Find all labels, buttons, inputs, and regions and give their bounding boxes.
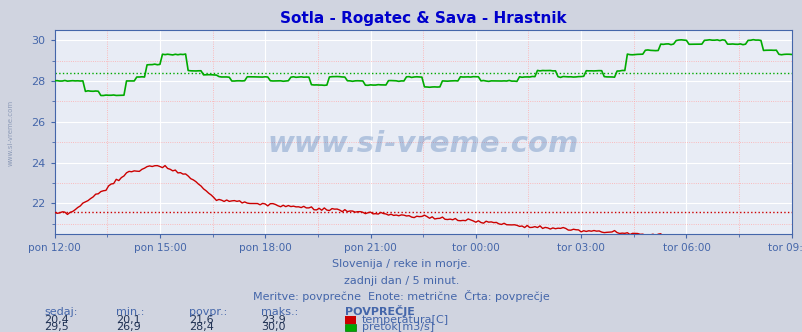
Text: Meritve: povprečne  Enote: metrične  Črta: povprečje: Meritve: povprečne Enote: metrične Črta:… — [253, 290, 549, 302]
Text: 29,5: 29,5 — [44, 322, 69, 332]
Text: maks.:: maks.: — [261, 307, 298, 317]
Text: 20,1: 20,1 — [116, 315, 141, 325]
Text: POVPREČJE: POVPREČJE — [345, 305, 415, 317]
Text: zadnji dan / 5 minut.: zadnji dan / 5 minut. — [343, 276, 459, 286]
Text: www.si-vreme.com: www.si-vreme.com — [267, 130, 578, 158]
Text: Slovenija / reke in morje.: Slovenija / reke in morje. — [332, 259, 470, 269]
Text: 20,4: 20,4 — [44, 315, 69, 325]
Text: sedaj:: sedaj: — [44, 307, 78, 317]
Text: temperatura[C]: temperatura[C] — [362, 315, 448, 325]
Text: povpr.:: povpr.: — [188, 307, 227, 317]
Text: pretok[m3/s]: pretok[m3/s] — [362, 322, 434, 332]
Text: www.si-vreme.com: www.si-vreme.com — [7, 100, 14, 166]
Text: 21,6: 21,6 — [188, 315, 213, 325]
Text: 23,9: 23,9 — [261, 315, 286, 325]
Text: 28,4: 28,4 — [188, 322, 213, 332]
Text: 26,9: 26,9 — [116, 322, 141, 332]
Text: min.:: min.: — [116, 307, 144, 317]
Text: 30,0: 30,0 — [261, 322, 286, 332]
Title: Sotla - Rogatec & Sava - Hrastnik: Sotla - Rogatec & Sava - Hrastnik — [280, 11, 565, 26]
